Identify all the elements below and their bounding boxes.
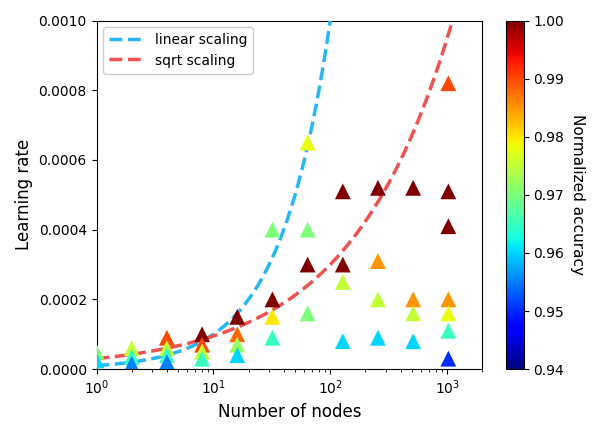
Point bbox=[232, 313, 242, 320]
Point bbox=[444, 223, 453, 230]
Point bbox=[338, 261, 347, 268]
Point bbox=[444, 327, 453, 334]
linear scaling bbox=[323, 45, 330, 50]
Point bbox=[373, 258, 383, 265]
Line: sqrt scaling: sqrt scaling bbox=[96, 0, 482, 359]
Point bbox=[92, 357, 101, 364]
Point bbox=[373, 334, 383, 341]
Point bbox=[232, 352, 242, 359]
Point bbox=[373, 296, 383, 303]
Point bbox=[127, 345, 137, 352]
sqrt scaling bbox=[302, 285, 309, 290]
sqrt scaling bbox=[409, 131, 417, 136]
sqrt scaling bbox=[276, 303, 284, 308]
Point bbox=[127, 354, 137, 361]
Point bbox=[444, 188, 453, 195]
Point bbox=[303, 139, 312, 146]
Point bbox=[197, 341, 207, 348]
Point bbox=[303, 310, 312, 317]
Point bbox=[162, 359, 172, 366]
linear scaling bbox=[279, 232, 286, 237]
Point bbox=[338, 279, 347, 286]
linear scaling bbox=[276, 238, 284, 243]
Point bbox=[162, 334, 172, 341]
linear scaling bbox=[93, 363, 100, 368]
sqrt scaling bbox=[93, 356, 100, 361]
Point bbox=[444, 355, 453, 362]
Point bbox=[373, 184, 383, 191]
Point bbox=[268, 296, 278, 303]
Point bbox=[268, 313, 278, 320]
Point bbox=[268, 334, 278, 341]
Point bbox=[92, 348, 101, 355]
Point bbox=[197, 331, 207, 338]
Point bbox=[408, 338, 418, 345]
Point bbox=[408, 184, 418, 191]
Line: linear scaling: linear scaling bbox=[96, 0, 482, 366]
Point bbox=[408, 296, 418, 303]
Legend: linear scaling, sqrt scaling: linear scaling, sqrt scaling bbox=[104, 27, 253, 74]
Point bbox=[197, 348, 207, 355]
Point bbox=[444, 296, 453, 303]
Point bbox=[303, 226, 312, 233]
sqrt scaling bbox=[323, 266, 330, 271]
Point bbox=[162, 345, 172, 352]
Point bbox=[162, 352, 172, 359]
Point bbox=[338, 338, 347, 345]
Point bbox=[444, 80, 453, 87]
Point bbox=[303, 261, 312, 268]
Point bbox=[232, 331, 242, 338]
Point bbox=[197, 355, 207, 362]
X-axis label: Number of nodes: Number of nodes bbox=[218, 403, 361, 421]
sqrt scaling bbox=[279, 301, 286, 307]
Y-axis label: Normalized accuracy: Normalized accuracy bbox=[570, 114, 585, 275]
linear scaling bbox=[302, 153, 309, 159]
Point bbox=[127, 361, 137, 368]
Point bbox=[268, 226, 278, 233]
Point bbox=[232, 341, 242, 348]
Point bbox=[408, 310, 418, 317]
Point bbox=[338, 188, 347, 195]
Point bbox=[444, 310, 453, 317]
Y-axis label: Learning rate: Learning rate bbox=[15, 139, 33, 250]
